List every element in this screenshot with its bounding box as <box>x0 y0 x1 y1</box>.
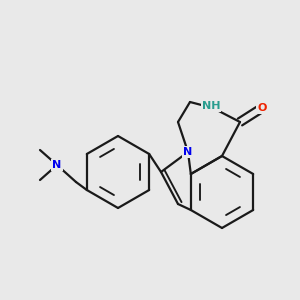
Text: N: N <box>183 147 193 157</box>
Text: N: N <box>52 160 62 170</box>
Text: O: O <box>257 103 267 113</box>
Text: NH: NH <box>202 101 220 111</box>
